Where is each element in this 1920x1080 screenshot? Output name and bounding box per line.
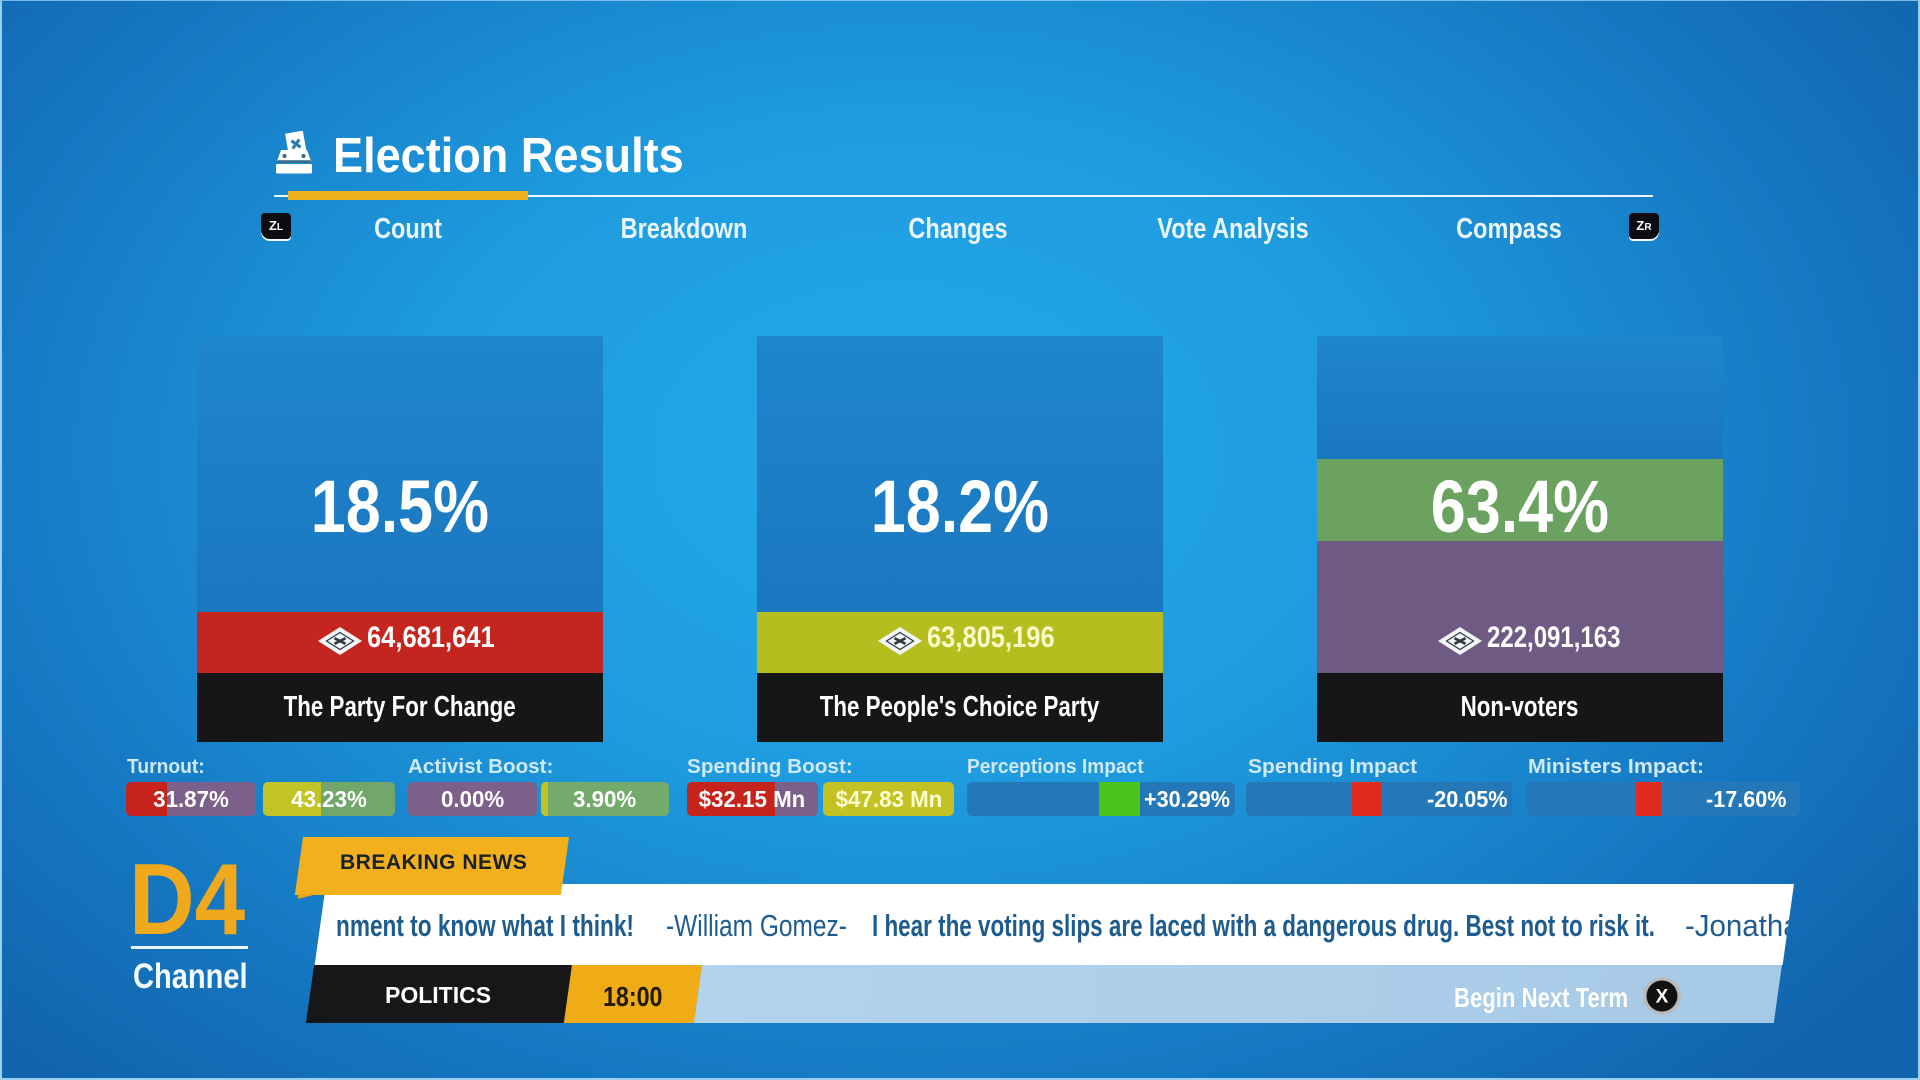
svg-text:X: X: [1656, 987, 1669, 1008]
